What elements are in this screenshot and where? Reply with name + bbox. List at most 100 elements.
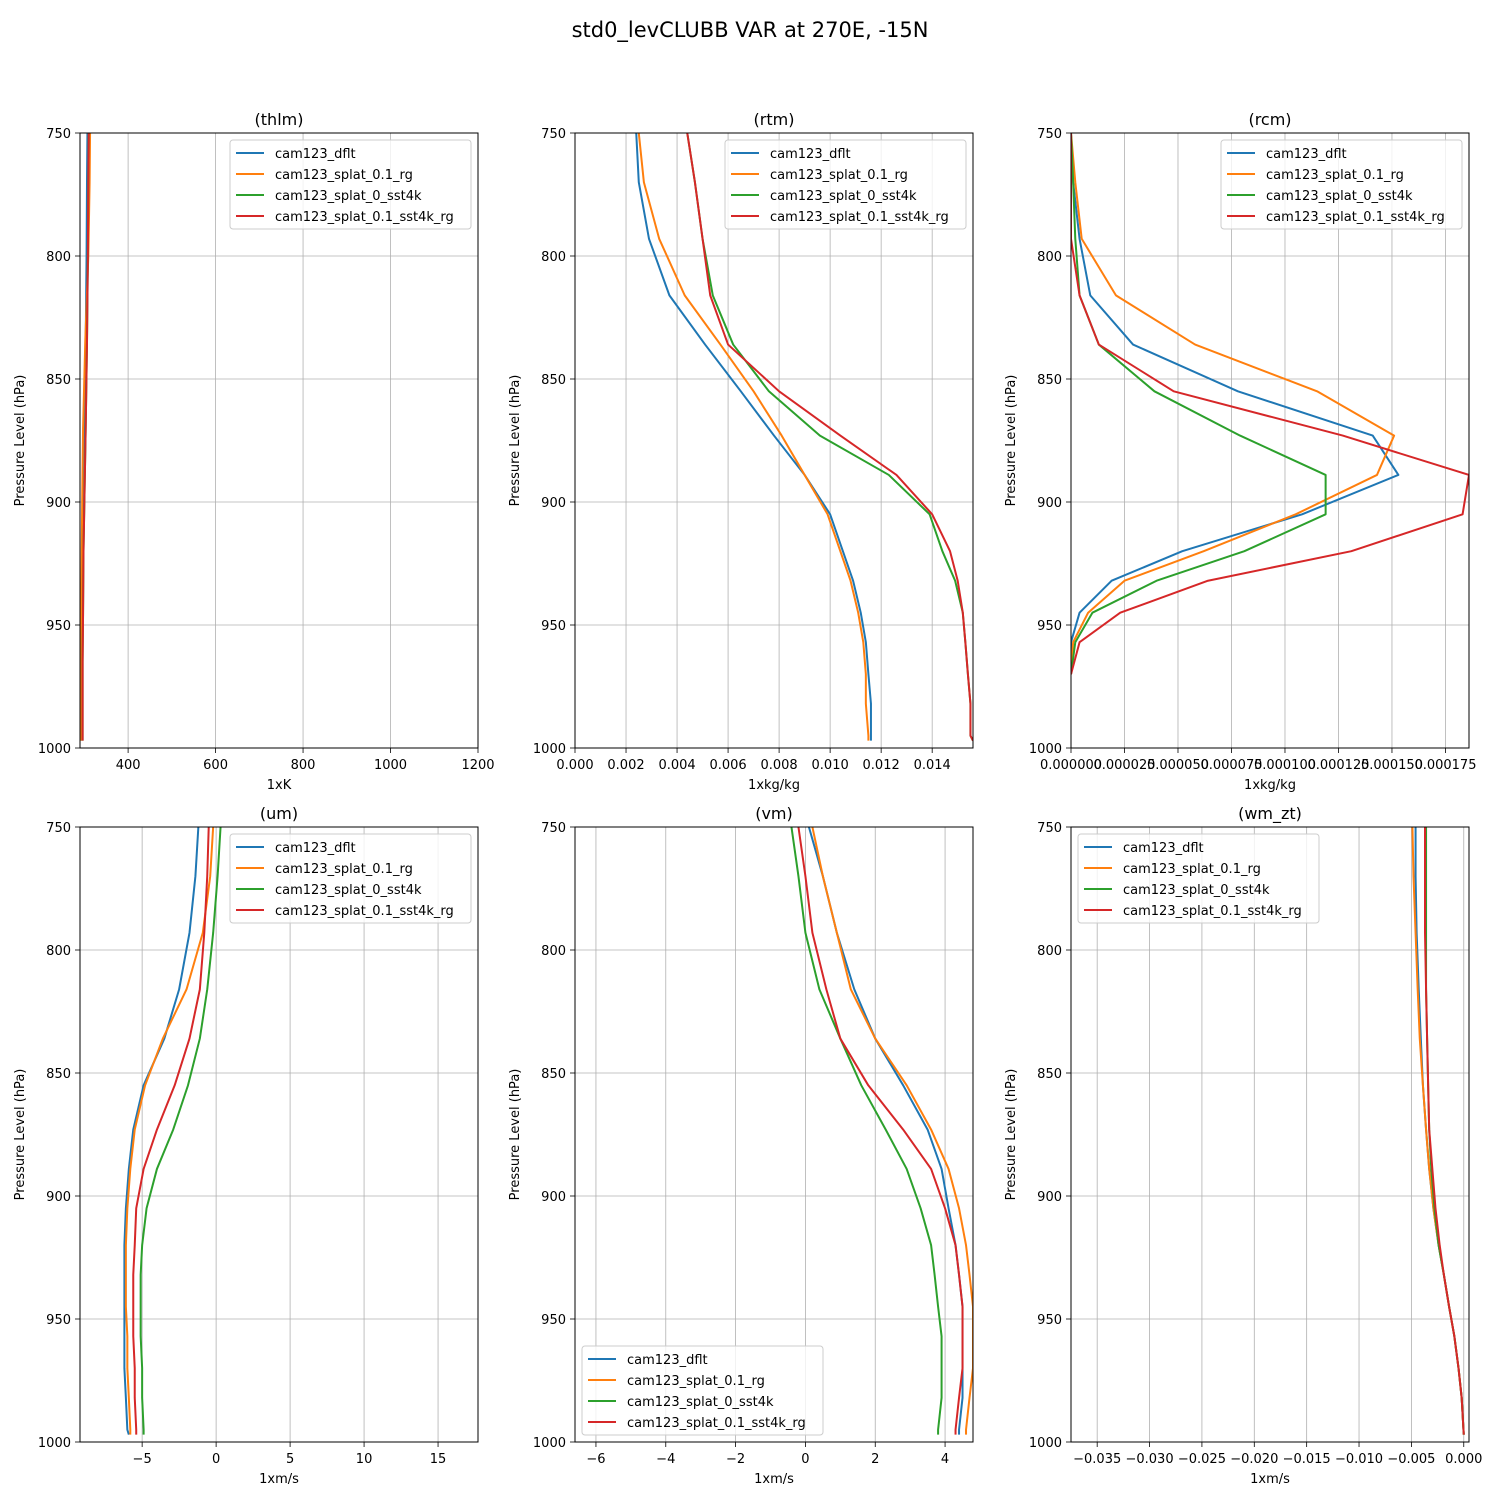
legend-box [724, 139, 967, 230]
panel-title: (um) [260, 804, 298, 823]
x-tick-label: 0.012 [863, 758, 900, 773]
legend: cam123_dflt cam123_splat_0.1_rg cam123_spl… [229, 139, 472, 230]
y-tick-label: 750 [1037, 821, 1062, 836]
legend-box [1077, 833, 1320, 924]
y-tick-label: 900 [46, 496, 71, 511]
legend-box [229, 139, 472, 230]
x-tick-label: 0.010 [812, 758, 849, 773]
series-line-cam123_dflt [807, 827, 964, 1435]
series-group [80, 133, 92, 741]
x-tick-label: 0.000150 [1361, 758, 1423, 773]
y-tick-label: 750 [541, 127, 566, 142]
x-tick-label: 0.000100 [1254, 758, 1316, 773]
legend: cam123_dflt cam123_splat_0.1_rg cam123_spl… [1077, 833, 1320, 924]
axes-frame [79, 132, 479, 749]
legend-label: cam123_splat_0.1_sst4k_rg [770, 210, 949, 225]
y-tick-label: 800 [541, 944, 566, 959]
series-line-cam123_splat_0.1_sst4k_rg [797, 827, 964, 1435]
x-tick-label: 0.014 [914, 758, 951, 773]
x-tick-label: −0.015 [1283, 1452, 1331, 1467]
y-tick-label: 750 [541, 821, 566, 836]
legend: cam123_dflt cam123_splat_0.1_rg cam123_spl… [581, 1345, 824, 1436]
series-line-cam123_splat_0_sst4k [139, 827, 222, 1435]
panel-thlm: 400 600 800 1000 1200 750 800 850 900 950 1000 (thl… [13, 110, 495, 793]
legend-box [581, 1345, 824, 1436]
y-tick-label: 750 [46, 821, 71, 836]
panel-rcm: 0.0000000.0000250.0000500.0000750.000100… [1004, 110, 1476, 793]
legend-box [1220, 139, 1463, 230]
y-tick-label: 850 [541, 1067, 566, 1082]
x-tick-label: −0.030 [1125, 1452, 1173, 1467]
y-axis-label: Pressure Level (hPa) [508, 1069, 523, 1201]
legend-label: cam123_splat_0.1_rg [275, 862, 413, 877]
panel-title: (wm_zt) [1238, 804, 1302, 824]
y-axis-label: Pressure Level (hPa) [1004, 375, 1019, 507]
y-tick-label: 1000 [533, 742, 566, 757]
series-line-cam123_splat_0.1_rg [637, 133, 870, 741]
series-line-cam123_splat_0.1_sst4k_rg [1071, 133, 1469, 675]
series-group [1411, 827, 1465, 1435]
legend-label: cam123_splat_0_sst4k [627, 1395, 774, 1410]
y-tick-label: 850 [46, 373, 71, 388]
y-tick-label: 850 [46, 1067, 71, 1082]
x-tick-label: 0.000 [556, 758, 593, 773]
legend-label: cam123_dflt [770, 147, 851, 162]
axes-frame [79, 826, 479, 1443]
x-tick-label: 1200 [461, 758, 494, 773]
y-axis-label: Pressure Level (hPa) [13, 1069, 28, 1201]
x-tick-label: −0.025 [1178, 1452, 1226, 1467]
legend: cam123_dflt cam123_splat_0.1_rg cam123_spl… [724, 139, 967, 230]
x-tick-label: −5 [133, 1452, 152, 1467]
x-tick-label: 5 [286, 1452, 294, 1467]
panel-title: (rcm) [1248, 110, 1291, 129]
x-tick-label: −0.010 [1335, 1452, 1383, 1467]
y-axis-label: Pressure Level (hPa) [13, 375, 28, 507]
y-tick-label: 950 [541, 619, 566, 634]
y-tick-label: 950 [46, 619, 71, 634]
legend-label: cam123_splat_0.1_rg [770, 168, 908, 183]
series-line-cam123_splat_0.1_rg [124, 827, 215, 1435]
x-axis-label: 1xm/s [1250, 1472, 1290, 1487]
x-tick-label: 0 [801, 1452, 809, 1467]
x-tick-label: 1000 [374, 758, 407, 773]
x-tick-label: −0.020 [1230, 1452, 1278, 1467]
x-axis-label: 1xkg/kg [748, 778, 800, 793]
x-tick-label: 2 [871, 1452, 879, 1467]
x-tick-label: −0.005 [1387, 1452, 1435, 1467]
y-tick-label: 1000 [1029, 742, 1062, 757]
y-tick-label: 750 [46, 127, 71, 142]
x-tick-label: 0.002 [607, 758, 644, 773]
y-axis-label: Pressure Level (hPa) [1004, 1069, 1019, 1201]
x-tick-label: 0.000 [1445, 1452, 1482, 1467]
series-line-cam123_dflt [635, 133, 872, 741]
legend-label: cam123_dflt [1123, 841, 1204, 856]
x-tick-label: 0.000000 [1040, 758, 1102, 773]
legend-label: cam123_dflt [1266, 147, 1347, 162]
series-line-cam123_splat_0_sst4k [790, 827, 943, 1435]
panel-title: (vm) [755, 804, 793, 823]
y-tick-label: 950 [1037, 619, 1062, 634]
panel-rtm: 0.000 0.002 0.004 0.006 0.008 0.010 0.012 0.014… [508, 110, 974, 793]
series-line-cam123_splat_0.1_rg [1071, 133, 1396, 675]
legend-label: cam123_splat_0.1_sst4k_rg [275, 210, 454, 225]
x-tick-label: −6 [586, 1452, 605, 1467]
y-tick-label: 900 [1037, 496, 1062, 511]
legend-label: cam123_splat_0.1_sst4k_rg [1123, 904, 1302, 919]
axes-frame [574, 826, 974, 1443]
series-line-cam123_splat_0.1_rg [811, 827, 973, 1435]
y-tick-label: 900 [46, 1190, 71, 1205]
series-line-cam123_dflt [123, 827, 200, 1435]
legend-label: cam123_splat_0.1_rg [1123, 862, 1261, 877]
y-tick-label: 1000 [38, 1436, 71, 1451]
y-tick-label: 800 [46, 250, 71, 265]
panel-wm_zt: −0.035 −0.030 −0.025 −0.020 −0.015 −0.010 −0.0… [1004, 804, 1482, 1487]
axes-frame [574, 132, 974, 749]
x-tick-label: 0.000075 [1200, 758, 1262, 773]
x-tick-label: 0.000025 [1093, 758, 1155, 773]
y-tick-label: 800 [541, 250, 566, 265]
series-group [635, 133, 973, 742]
legend-label: cam123_splat_0_sst4k [1266, 189, 1413, 204]
x-axis-label: 1xkg/kg [1244, 778, 1296, 793]
